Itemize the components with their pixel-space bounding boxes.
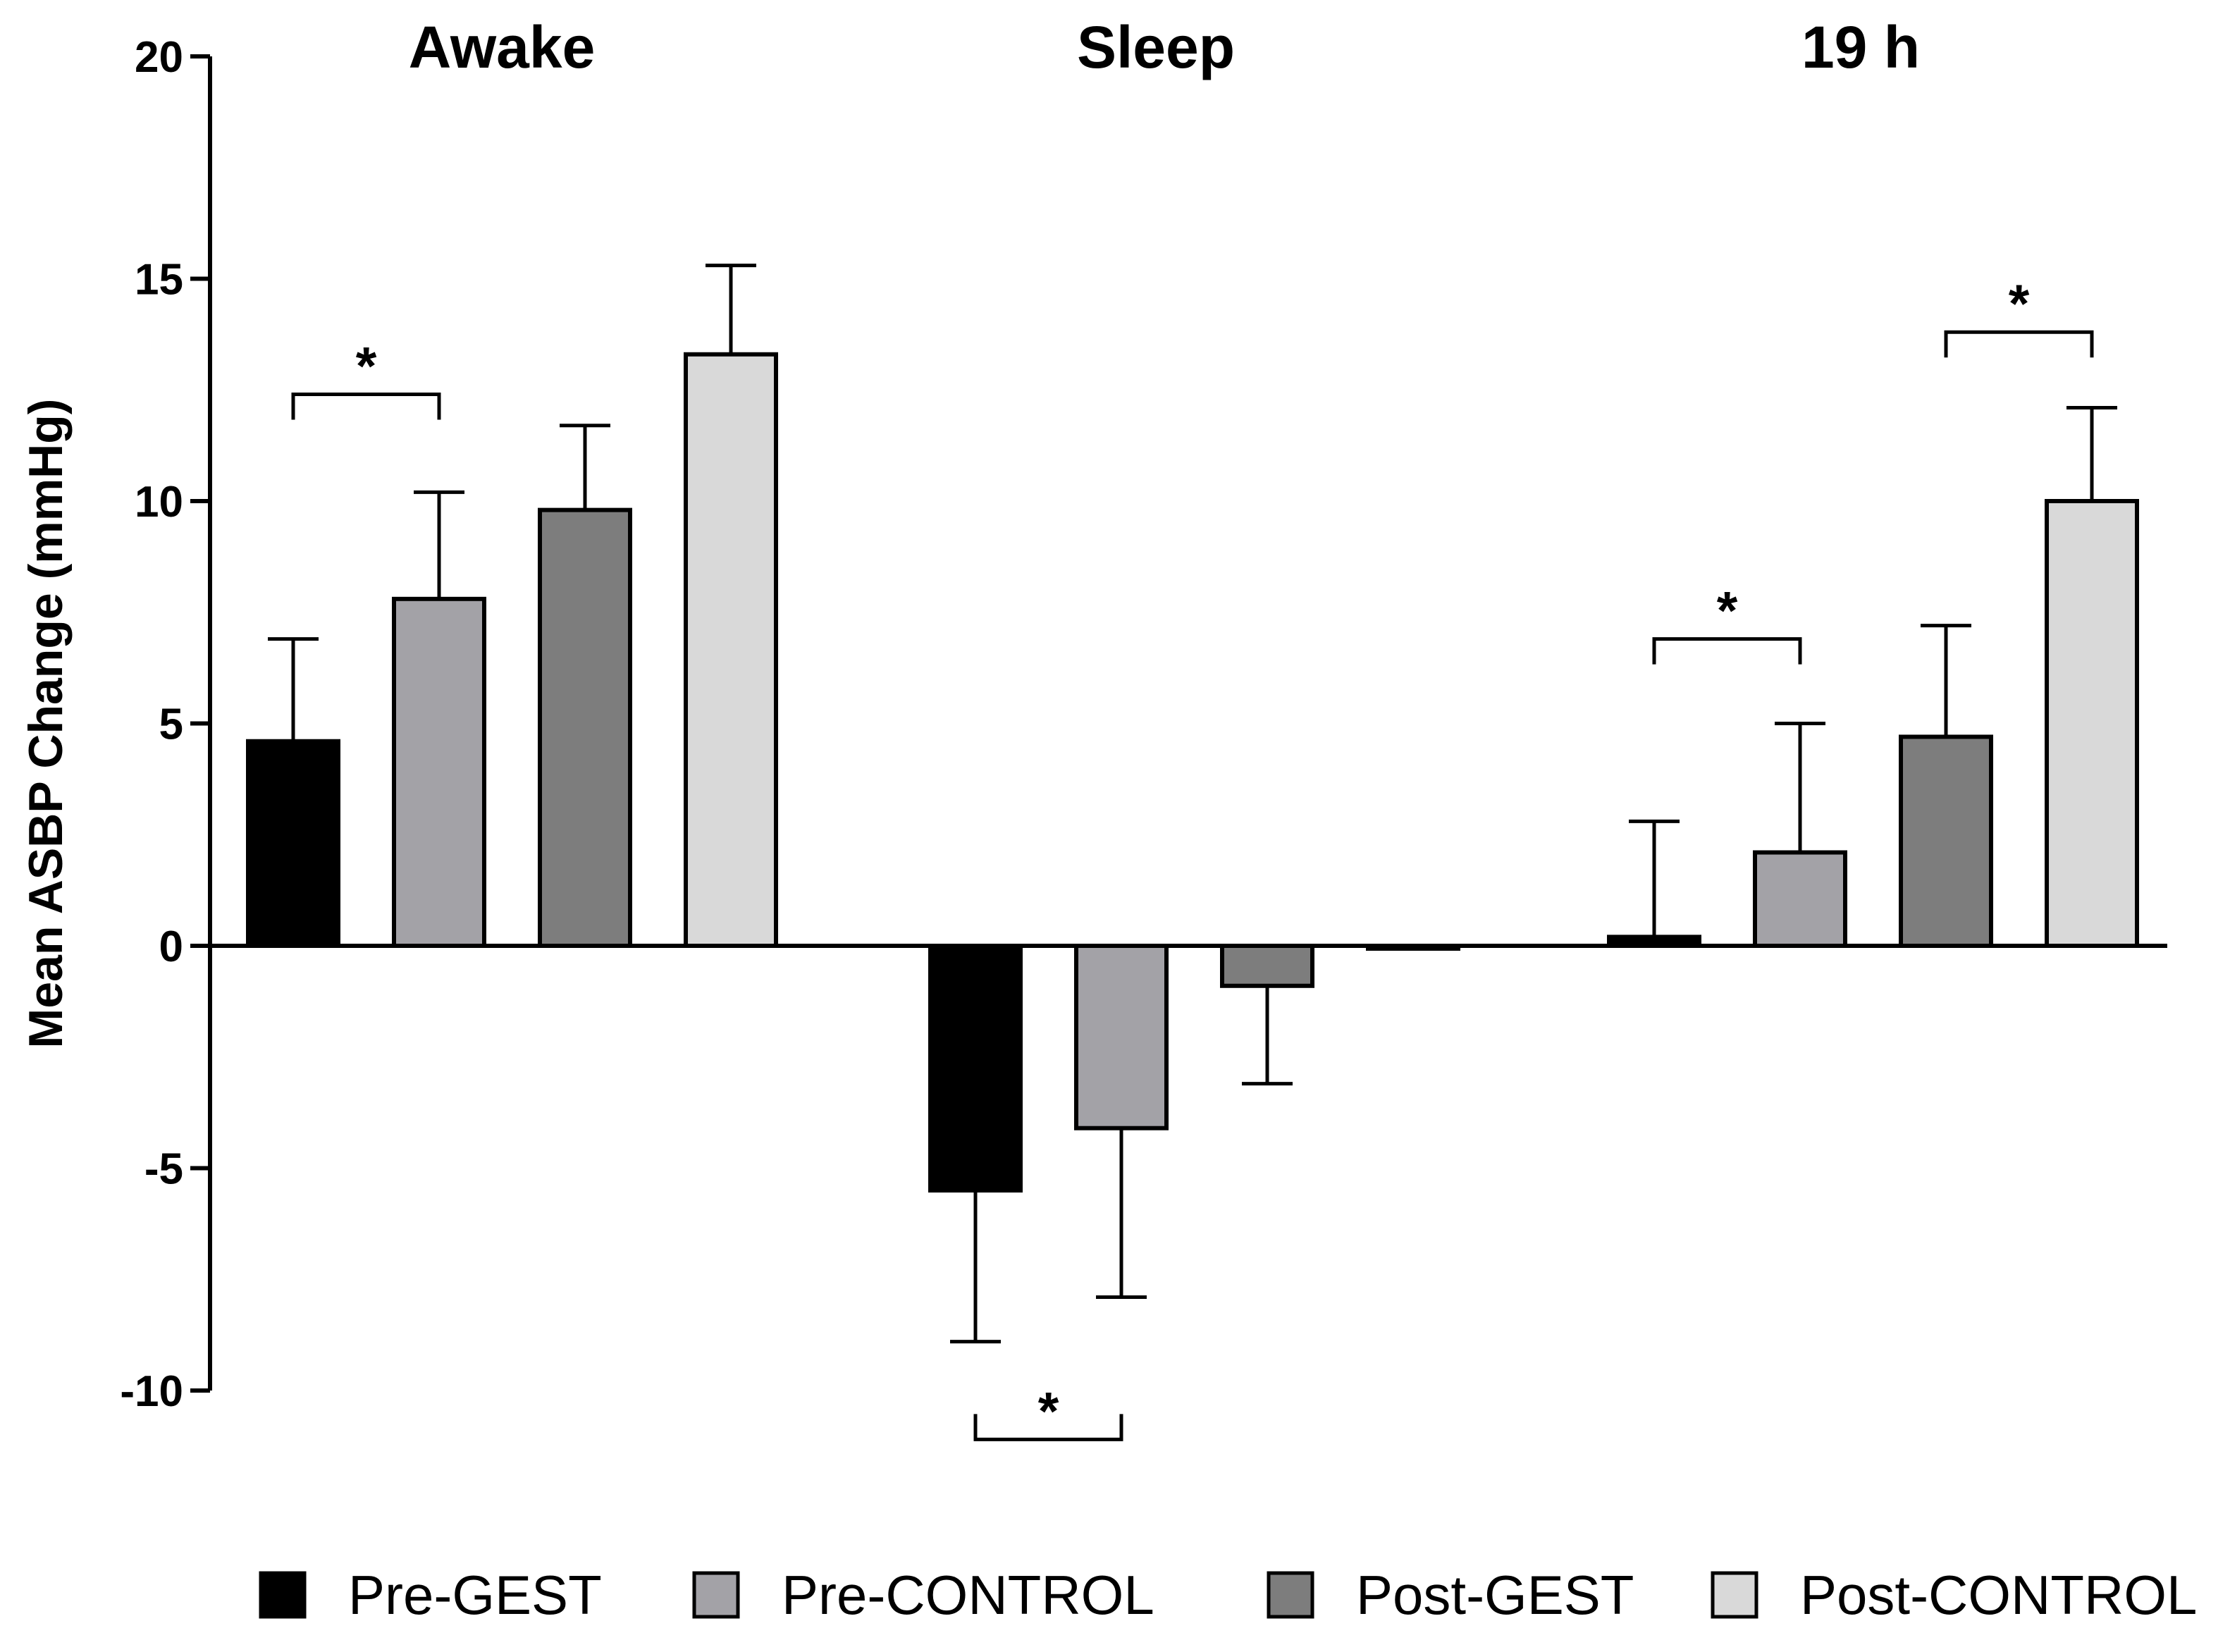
y-tick-label: 5	[159, 701, 183, 749]
legend: Pre-GEST Pre-CONTROL Post-GEST Post-CONTROL	[259, 1564, 2197, 1626]
legend-label: Pre-CONTROL	[782, 1564, 1154, 1626]
legend-label: Pre-GEST	[348, 1564, 602, 1626]
y-tick-label: 0	[159, 923, 183, 971]
bar-post-gest	[1899, 734, 1993, 949]
legend-swatch-post-gest	[1267, 1571, 1314, 1619]
y-tick-label: 20	[135, 33, 183, 82]
legend-swatch-pre-control	[692, 1571, 740, 1619]
group-title: Awake	[409, 14, 596, 80]
bar-post-control	[684, 352, 778, 948]
significance-brackets: * * * *	[291, 274, 2094, 1441]
y-tick-label: 15	[135, 256, 183, 304]
significance-bracket	[1944, 330, 2094, 358]
significance-star: *	[2009, 274, 2030, 334]
bars	[246, 264, 2139, 1344]
bar-post-gest	[1220, 944, 1314, 988]
bar-pre-control	[392, 596, 486, 948]
bar-post-control	[2045, 499, 2139, 948]
significance-bracket	[973, 1414, 1123, 1441]
group-title: 19 h	[1801, 14, 1920, 80]
significance-star: *	[1717, 581, 1738, 641]
bar-pre-gest	[246, 739, 340, 948]
significance-bracket	[1652, 637, 1802, 665]
y-tick-label: -5	[144, 1145, 183, 1194]
legend-label: Post-CONTROL	[1800, 1564, 2197, 1626]
legend-swatch-pre-gest	[259, 1571, 307, 1619]
significance-bracket	[291, 393, 441, 420]
group-title: Sleep	[1077, 14, 1235, 80]
legend-swatch-post-control	[1711, 1571, 1758, 1619]
bar-pre-gest	[1607, 935, 1701, 949]
bar-pre-control	[1074, 944, 1169, 1130]
axes: 20 15 10 5 0 -5 -10 Mean ASBP Change (mmHg) Awak…	[19, 14, 2167, 1416]
bar-post-control	[1366, 944, 1460, 951]
legend-label: Post-GEST	[1356, 1564, 1634, 1626]
bar-post-gest	[538, 507, 632, 948]
y-tick-label: -10	[120, 1367, 183, 1416]
significance-star: *	[1038, 1381, 1059, 1441]
y-tick-label: 10	[135, 478, 183, 526]
significance-star: *	[356, 337, 377, 397]
bar-pre-gest	[928, 944, 1023, 1193]
bar-pre-control	[1753, 850, 1847, 948]
y-axis-label: Mean ASBP Change (mmHg)	[19, 399, 73, 1049]
